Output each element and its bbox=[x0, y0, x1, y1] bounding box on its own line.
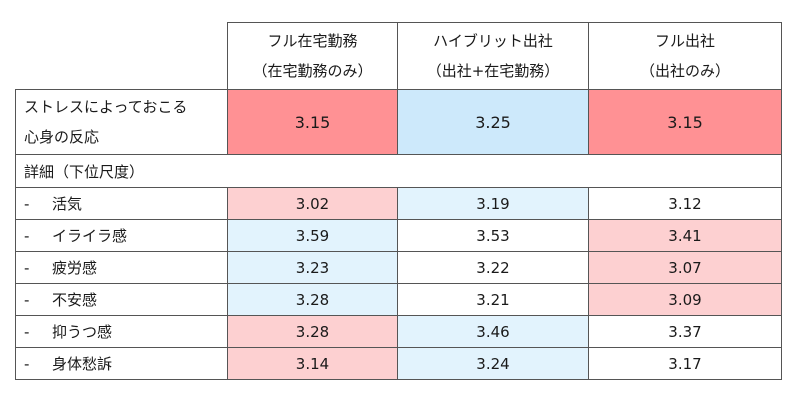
value-full-remote: 3.23 bbox=[227, 251, 398, 284]
main-value-hybrid: 3.25 bbox=[397, 89, 589, 155]
main-row-label-line2: 心身の反応 bbox=[24, 128, 100, 146]
sub-row-label: - 活気 bbox=[15, 187, 228, 220]
column-header-title: ハイブリット出社 bbox=[433, 32, 553, 50]
sub-row-label-text: イライラ感 bbox=[52, 227, 128, 245]
column-header-subtitle: （在宅勤務のみ） bbox=[252, 62, 373, 80]
sub-row-label-text: 疲労感 bbox=[52, 259, 98, 277]
column-header-full-remote: フル在宅勤務 （在宅勤務のみ） bbox=[227, 22, 398, 90]
value-full-remote: 3.02 bbox=[227, 187, 398, 220]
main-value-full-remote: 3.15 bbox=[227, 89, 398, 155]
table-row: - 身体愁訴 3.14 3.24 3.17 bbox=[15, 347, 782, 380]
column-header-subtitle: （出社のみ） bbox=[639, 62, 730, 80]
stress-comparison-table: フル在宅勤務 （在宅勤務のみ） ハイブリット出社 （出社+在宅勤務） フル出社 … bbox=[15, 22, 782, 380]
value-full-remote: 3.28 bbox=[227, 283, 398, 316]
column-header-full-office: フル出社 （出社のみ） bbox=[588, 22, 782, 90]
sub-row-label: - 不安感 bbox=[15, 283, 228, 316]
value-full-office: 3.12 bbox=[588, 187, 782, 220]
table-row: - 活気 3.02 3.19 3.12 bbox=[15, 187, 782, 220]
dash-marker: - bbox=[24, 227, 30, 245]
dash-marker: - bbox=[24, 291, 30, 309]
column-header-title: フル在宅勤務 bbox=[267, 32, 358, 50]
sub-row-label-text: 活気 bbox=[52, 195, 83, 213]
table-row: - イライラ感 3.59 3.53 3.41 bbox=[15, 219, 782, 252]
value-full-office: 3.41 bbox=[588, 219, 782, 252]
main-row: ストレスによっておこる 心身の反応 3.15 3.25 3.15 bbox=[15, 89, 782, 155]
sub-row-label: - 抑うつ感 bbox=[15, 315, 228, 348]
value-full-remote: 3.59 bbox=[227, 219, 398, 252]
section-label: 詳細（下位尺度） bbox=[15, 154, 782, 188]
header-corner bbox=[16, 23, 228, 90]
header-row: フル在宅勤務 （在宅勤務のみ） ハイブリット出社 （出社+在宅勤務） フル出社 … bbox=[16, 22, 782, 90]
value-full-office: 3.07 bbox=[588, 251, 782, 284]
sub-row-label-text: 身体愁訴 bbox=[52, 355, 113, 373]
sub-row-label: - 疲労感 bbox=[15, 251, 228, 284]
main-row-label-line1: ストレスによっておこる bbox=[24, 98, 188, 116]
sub-row-label: - 身体愁訴 bbox=[15, 347, 228, 380]
dash-marker: - bbox=[24, 323, 30, 341]
sub-row-label-text: 抑うつ感 bbox=[52, 323, 113, 341]
column-header-hybrid: ハイブリット出社 （出社+在宅勤務） bbox=[397, 22, 589, 90]
value-hybrid: 3.24 bbox=[397, 347, 589, 380]
table-row: - 抑うつ感 3.28 3.46 3.37 bbox=[15, 315, 782, 348]
value-full-office: 3.17 bbox=[588, 347, 782, 380]
section-row: 詳細（下位尺度） bbox=[15, 154, 782, 188]
value-hybrid: 3.53 bbox=[397, 219, 589, 252]
sub-row-label-text: 不安感 bbox=[52, 291, 98, 309]
value-hybrid: 3.46 bbox=[397, 315, 589, 348]
main-value-full-office: 3.15 bbox=[588, 89, 782, 155]
value-hybrid: 3.19 bbox=[397, 187, 589, 220]
value-full-remote: 3.14 bbox=[227, 347, 398, 380]
table-row: - 不安感 3.28 3.21 3.09 bbox=[15, 283, 782, 316]
table-row: - 疲労感 3.23 3.22 3.07 bbox=[15, 251, 782, 284]
main-row-label: ストレスによっておこる 心身の反応 bbox=[15, 89, 228, 155]
sub-row-label: - イライラ感 bbox=[15, 219, 228, 252]
dash-marker: - bbox=[24, 259, 30, 277]
column-header-subtitle: （出社+在宅勤務） bbox=[426, 62, 560, 80]
value-full-office: 3.37 bbox=[588, 315, 782, 348]
value-hybrid: 3.21 bbox=[397, 283, 589, 316]
dash-marker: - bbox=[24, 355, 30, 373]
value-full-remote: 3.28 bbox=[227, 315, 398, 348]
value-hybrid: 3.22 bbox=[397, 251, 589, 284]
column-header-title: フル出社 bbox=[654, 32, 715, 50]
dash-marker: - bbox=[24, 195, 30, 213]
value-full-office: 3.09 bbox=[588, 283, 782, 316]
